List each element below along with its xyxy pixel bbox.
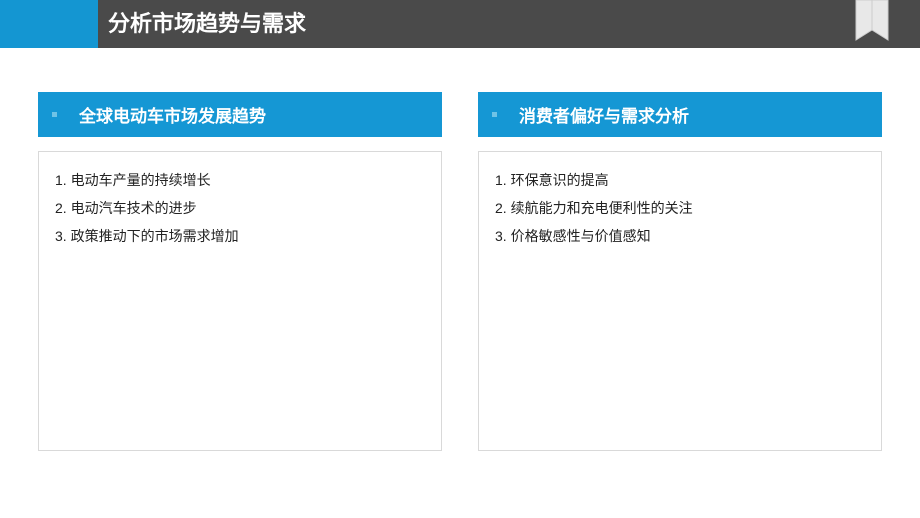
column-right: 消费者偏好与需求分析 1. 环保意识的提高 2. 续航能力和充电便利性的关注 3… (478, 92, 882, 451)
column-title: 消费者偏好与需求分析 (519, 102, 689, 127)
bullet-icon (492, 112, 497, 117)
columns-container: 全球电动车市场发展趋势 1. 电动车产量的持续增长 2. 电动汽车技术的进步 3… (38, 92, 882, 451)
column-header: 消费者偏好与需求分析 (478, 92, 882, 137)
list-item: 2. 续航能力和充电便利性的关注 (495, 194, 865, 222)
list-item: 3. 政策推动下的市场需求增加 (55, 222, 425, 250)
list-item: 1. 环保意识的提高 (495, 166, 865, 194)
column-body: 1. 电动车产量的持续增长 2. 电动汽车技术的进步 3. 政策推动下的市场需求… (38, 151, 442, 451)
page-title: 分析市场趋势与需求 (108, 0, 306, 48)
column-body: 1. 环保意识的提高 2. 续航能力和充电便利性的关注 3. 价格敏感性与价值感… (478, 151, 882, 451)
column-title: 全球电动车市场发展趋势 (79, 102, 266, 127)
bookmark-icon (854, 0, 890, 42)
list-item: 2. 电动汽车技术的进步 (55, 194, 425, 222)
list-item: 1. 电动车产量的持续增长 (55, 166, 425, 194)
header-accent (0, 0, 98, 48)
column-left: 全球电动车市场发展趋势 1. 电动车产量的持续增长 2. 电动汽车技术的进步 3… (38, 92, 442, 451)
list-item: 3. 价格敏感性与价值感知 (495, 222, 865, 250)
column-header: 全球电动车市场发展趋势 (38, 92, 442, 137)
bullet-icon (52, 112, 57, 117)
